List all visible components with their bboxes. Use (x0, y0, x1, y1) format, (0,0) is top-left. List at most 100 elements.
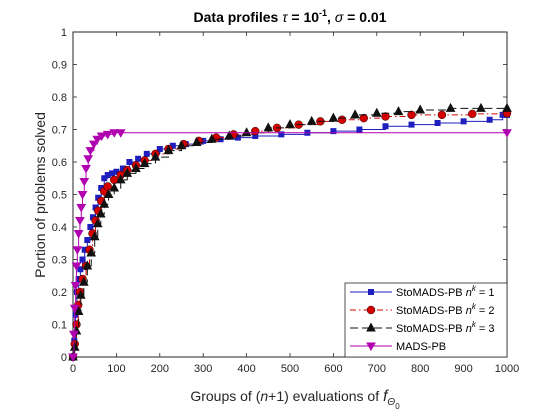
data-point (68, 353, 78, 363)
data-point (70, 282, 81, 291)
data-point (502, 129, 512, 138)
legend-label: StoMADS-PB nk = 3 (396, 320, 494, 335)
x-tick-label: 200 (151, 363, 169, 375)
data-point (393, 106, 404, 116)
data-point (79, 178, 90, 187)
legend-label: StoMADS-PB nk = 2 (396, 302, 494, 317)
x-tick-label: 1000 (495, 363, 519, 375)
data-point (191, 136, 202, 146)
y-tick-label: 0.6 (52, 157, 67, 169)
data-point (122, 167, 133, 177)
data-point (77, 191, 88, 200)
legend-marker (366, 305, 376, 315)
data-point (382, 123, 389, 130)
series-layer (68, 102, 512, 363)
data-point (285, 119, 295, 129)
data-point (330, 128, 337, 135)
data-point (224, 130, 235, 140)
data-point (328, 112, 339, 122)
x-tick-label: 400 (237, 363, 255, 375)
data-point (102, 130, 113, 140)
data-point (103, 188, 114, 198)
data-point (126, 159, 133, 165)
data-point (109, 182, 120, 192)
y-tick-label: 1 (61, 27, 67, 39)
data-point (445, 102, 456, 112)
data-point (163, 145, 174, 155)
series-1 (70, 111, 510, 360)
legend-item-1: StoMADS-PB nk = 1 (350, 284, 494, 299)
legend: StoMADS-PB nk = 1 StoMADS-PB nk = 2 StoMAD… (344, 282, 508, 358)
x-axis-label: Groups of (n+1) evaluations of fΘ0 (190, 388, 400, 411)
data-point (356, 126, 363, 133)
data-point (135, 155, 142, 162)
y-tick-label: 0.5 (52, 190, 67, 202)
legend-marker (366, 322, 376, 332)
data-point (76, 204, 87, 213)
data-point (87, 224, 94, 230)
data-point (176, 140, 187, 150)
data-point (84, 237, 91, 243)
data-point (143, 150, 150, 157)
x-tick-label: 900 (454, 363, 472, 375)
data-point (371, 107, 382, 117)
x-tick-label: 600 (324, 363, 342, 375)
x-tick-label: 800 (411, 363, 429, 375)
chart-title: Data profiles τ = 10-1, σ = 0.01 (194, 8, 387, 25)
data-point (150, 151, 161, 161)
data-point (75, 289, 86, 299)
data-point (81, 165, 91, 174)
data-point (92, 135, 103, 145)
data-point (437, 110, 447, 120)
data-point (460, 118, 467, 125)
y-tick-label: 0.4 (52, 222, 67, 234)
data-point (115, 129, 126, 138)
data-point (306, 115, 317, 125)
data-point (502, 102, 512, 112)
data-point (69, 304, 80, 314)
x-tick-label: 300 (194, 363, 212, 375)
x-tick-label: 700 (368, 363, 386, 375)
data-point (89, 231, 100, 241)
data-point (415, 104, 426, 114)
data-point (69, 341, 80, 351)
data-point (350, 109, 360, 119)
series-3 (68, 102, 512, 361)
data-point (278, 131, 285, 138)
data-point (408, 121, 415, 128)
legend-marker (366, 342, 376, 352)
data-point (79, 256, 86, 263)
data-point (73, 305, 84, 315)
y-axis-label: Portion of problems solved (32, 112, 48, 278)
data-point (73, 230, 84, 239)
legend-marker (368, 289, 374, 295)
data-point (251, 126, 260, 136)
x-tick-label: 100 (107, 363, 125, 375)
data-point (156, 146, 163, 152)
data-point (96, 132, 107, 142)
data-point (79, 276, 89, 286)
data-point (476, 102, 486, 112)
data-point (103, 182, 112, 191)
data-point (71, 262, 82, 272)
data-point (85, 147, 96, 156)
data-point (72, 246, 83, 255)
data-point (131, 162, 141, 172)
series-line (73, 113, 508, 358)
data-point (82, 260, 93, 270)
legend-item-4: MADS-PB (350, 341, 446, 353)
data-point (207, 133, 217, 143)
data-point (486, 116, 493, 123)
legend-item-3: StoMADS-PB nk = 3 (350, 320, 494, 335)
y-tick-label: 0 (61, 352, 67, 364)
y-tick-label: 0.2 (52, 287, 67, 299)
x-tick-label: 0 (70, 363, 76, 375)
data-point (407, 110, 416, 120)
legend-label: MADS-PB (396, 341, 446, 353)
data-point (468, 109, 477, 119)
data-point (95, 208, 106, 218)
y-tick-label: 0.1 (52, 320, 67, 332)
x-axis-ticks: 0 100 200 300 400 500 600 700 800 900 1000 (70, 32, 519, 375)
data-point (88, 140, 99, 150)
